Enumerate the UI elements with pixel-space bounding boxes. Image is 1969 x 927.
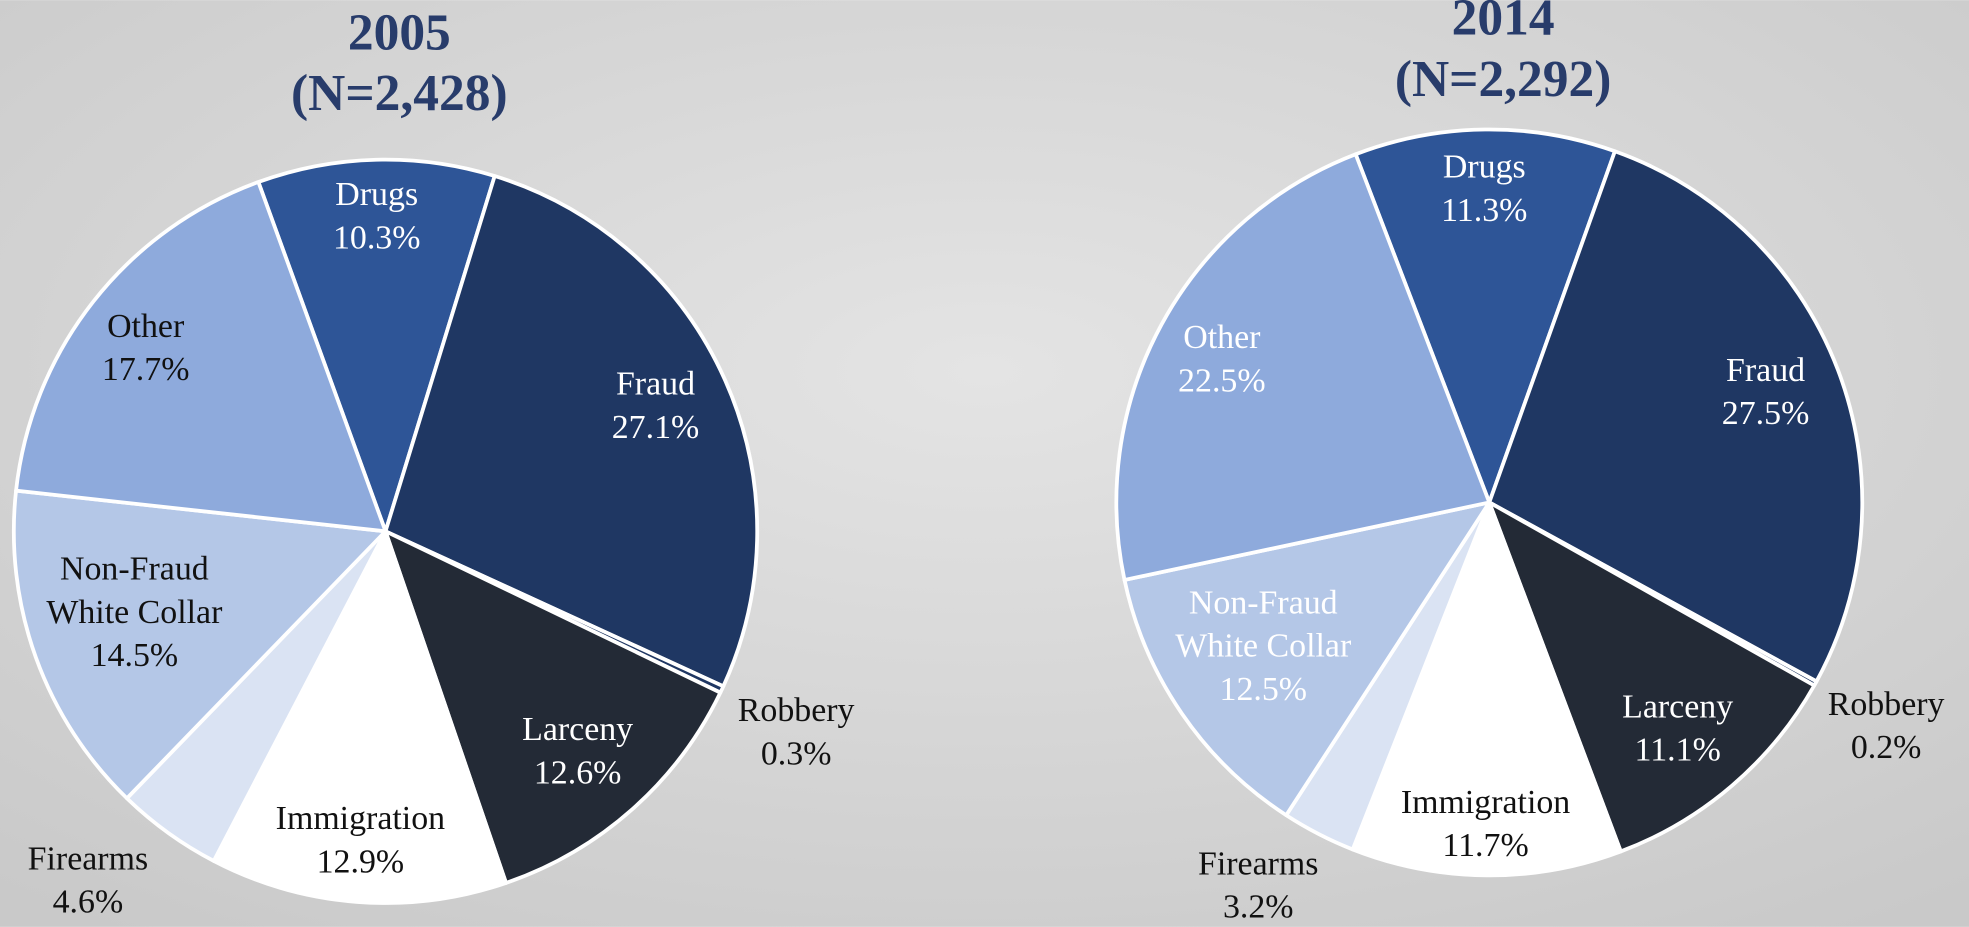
value-label: 0.2% [1851,729,1922,766]
slice-label: Larceny [522,711,633,748]
slice-label: Robbery [1828,686,1945,723]
value-label: 11.3% [1441,192,1527,229]
slice-label: Fraud [1726,352,1805,389]
value-label: 17.7% [102,351,190,388]
value-label: 22.5% [1178,363,1266,400]
slice-label: Other [1183,319,1260,356]
value-label: 3.2% [1223,889,1294,926]
slice-label: Firearms [28,840,148,877]
pie-slice [211,529,508,905]
slice-label: Drugs [1443,148,1526,185]
value-label: 27.5% [1722,395,1810,432]
value-label: 11.7% [1442,827,1528,864]
value-label: 11.1% [1635,732,1721,769]
label-line: White Collar [1175,628,1351,665]
pie-slice [1487,149,1865,684]
slice-label: Robbery [738,692,855,729]
slice-label: Immigration [1401,784,1570,821]
value-label: 12.6% [534,754,622,791]
slice-label: Drugs [335,176,418,213]
pie-slice [1114,152,1492,582]
label-line: White Collar [46,594,222,631]
value-label: 12.5% [1220,671,1308,708]
slice-label: Non-Fraud White Collar [46,550,222,630]
value-label: 27.1% [612,409,700,446]
pie-slice [14,180,388,534]
label-line: Non-Fraud [1189,584,1338,621]
slice-label: Larceny [1622,688,1733,725]
chart-title: 2014 [1452,0,1555,47]
slice-label: Fraud [616,366,695,403]
value-label: 12.9% [317,843,405,880]
value-label: 10.3% [333,219,421,256]
slice-label: Firearms [1198,845,1318,882]
chart-subtitle: (N=2,292) [1395,51,1612,108]
chart-subtitle: (N=2,428) [291,65,508,122]
pie-slice [11,488,388,801]
pie-slice [1353,127,1617,505]
pie-slice [1487,500,1817,854]
pie-slice [383,529,723,885]
slice-label: Non-Fraud White Collar [1175,584,1351,664]
pie-slice [1122,500,1492,818]
value-label: 4.6% [53,884,124,921]
value-label: 0.3% [761,735,832,772]
pie-slice [256,157,497,534]
pie-slice [1350,500,1623,878]
value-label: 14.5% [91,637,179,674]
label-line: Non-Fraud [60,550,209,587]
slice-label: Immigration [276,800,445,837]
slice-label: Other [107,308,184,345]
pie-slice [383,174,760,689]
chart-title: 2005 [348,5,451,62]
